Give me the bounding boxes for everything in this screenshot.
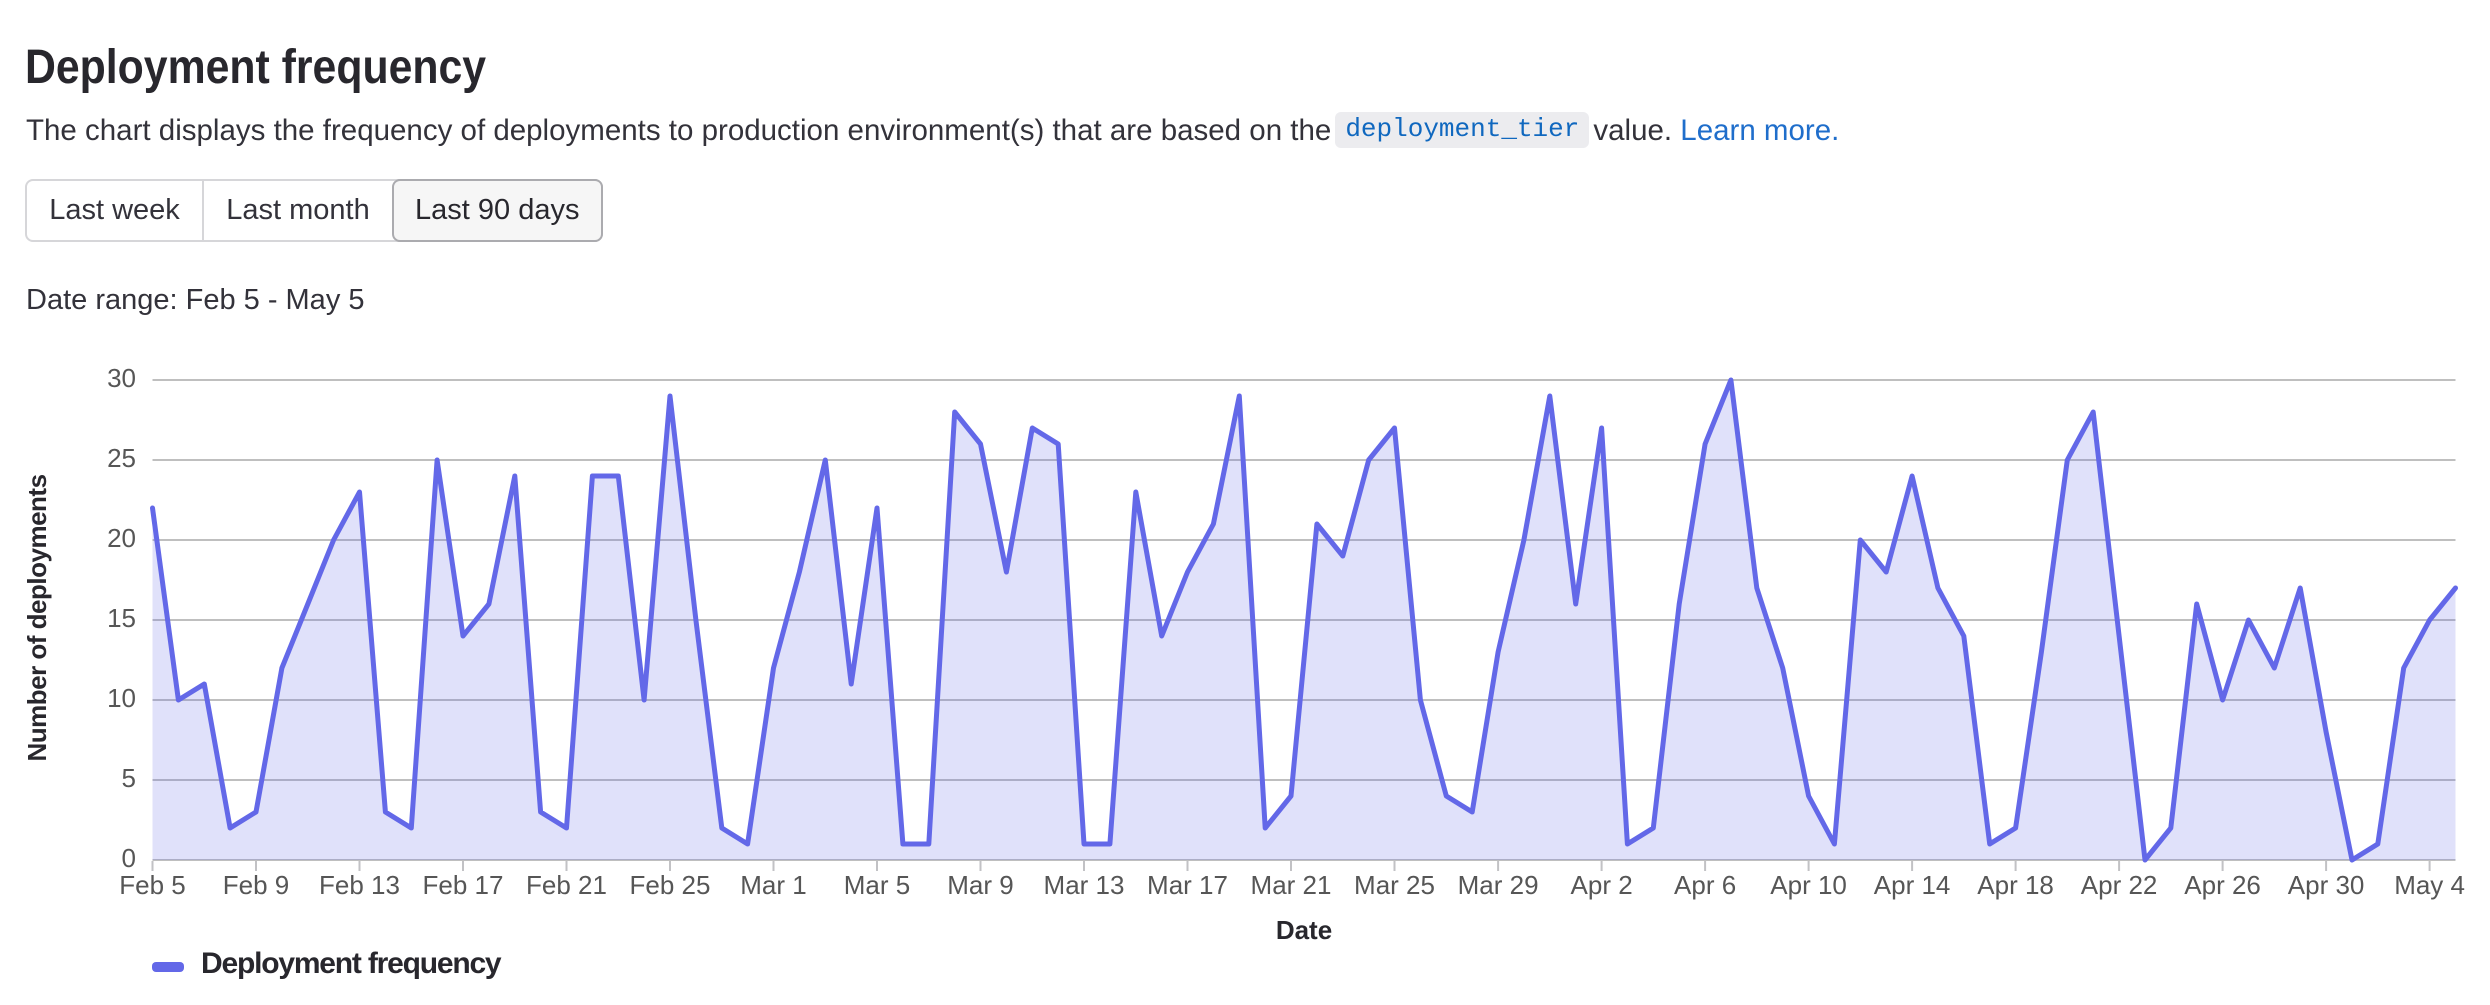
- svg-text:15: 15: [107, 603, 136, 633]
- svg-text:Feb 25: Feb 25: [630, 870, 711, 900]
- svg-text:Number of deployments: Number of deployments: [22, 474, 52, 761]
- svg-text:Apr 2: Apr 2: [1571, 870, 1633, 900]
- svg-text:Apr 6: Apr 6: [1674, 870, 1736, 900]
- svg-text:Apr 22: Apr 22: [2081, 870, 2158, 900]
- svg-text:Mar 5: Mar 5: [844, 870, 910, 900]
- svg-text:Mar 21: Mar 21: [1251, 870, 1332, 900]
- svg-text:Mar 1: Mar 1: [740, 870, 806, 900]
- svg-text:30: 30: [107, 363, 136, 393]
- svg-text:May 4: May 4: [2394, 870, 2465, 900]
- svg-text:0: 0: [122, 843, 136, 873]
- svg-text:Deployment frequency: Deployment frequency: [201, 947, 502, 980]
- svg-text:Mar 17: Mar 17: [1147, 870, 1228, 900]
- svg-text:Apr 18: Apr 18: [1977, 870, 2054, 900]
- svg-text:Feb 5: Feb 5: [119, 870, 186, 900]
- svg-text:Mar 25: Mar 25: [1354, 870, 1435, 900]
- svg-text:Apr 10: Apr 10: [1770, 870, 1847, 900]
- svg-text:5: 5: [122, 763, 136, 793]
- svg-text:Feb 13: Feb 13: [319, 870, 400, 900]
- svg-text:Apr 30: Apr 30: [2288, 870, 2365, 900]
- svg-text:Date: Date: [1276, 915, 1332, 945]
- svg-text:Feb 17: Feb 17: [423, 870, 504, 900]
- svg-text:Apr 14: Apr 14: [1874, 870, 1951, 900]
- svg-text:Feb 21: Feb 21: [526, 870, 607, 900]
- svg-text:Mar 13: Mar 13: [1044, 870, 1125, 900]
- svg-text:25: 25: [107, 443, 136, 473]
- svg-text:Mar 9: Mar 9: [947, 870, 1013, 900]
- svg-text:Apr 26: Apr 26: [2184, 870, 2261, 900]
- svg-text:Feb 9: Feb 9: [223, 870, 290, 900]
- svg-text:10: 10: [107, 683, 136, 713]
- svg-text:Mar 29: Mar 29: [1458, 870, 1539, 900]
- svg-text:20: 20: [107, 523, 136, 553]
